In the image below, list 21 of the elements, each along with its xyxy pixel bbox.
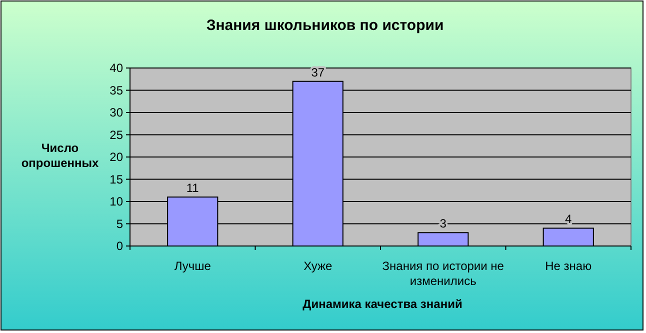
y-tick-label: 25: [110, 128, 124, 142]
y-tick-label: 10: [110, 194, 124, 208]
x-tick-label: Хуже: [304, 259, 332, 273]
x-tick-label: Знания по истории не изменились: [382, 259, 504, 288]
y-tick-label: 5: [116, 216, 124, 231]
x-axis-title: Динамика качества знаний: [302, 297, 462, 311]
y-tick-label: 0: [116, 239, 124, 253]
data-label: 11: [186, 181, 200, 196]
y-axis-title: Число опрошенных: [21, 141, 99, 170]
data-label: 37: [311, 65, 325, 80]
bar: [542, 228, 594, 246]
y-tick-label: 20: [110, 150, 124, 164]
x-tick-label: Лучше: [174, 259, 212, 273]
x-tick-label: Не знаю: [545, 259, 592, 273]
y-tick-label: 30: [110, 106, 124, 120]
y-tick-label: 35: [110, 83, 124, 98]
y-tick-label: 40: [110, 61, 124, 75]
y-tick-label: 15: [110, 172, 124, 186]
chart-title: Знания школьников по истории: [206, 17, 444, 34]
data-label: 4: [565, 212, 572, 226]
bar: [418, 232, 469, 246]
